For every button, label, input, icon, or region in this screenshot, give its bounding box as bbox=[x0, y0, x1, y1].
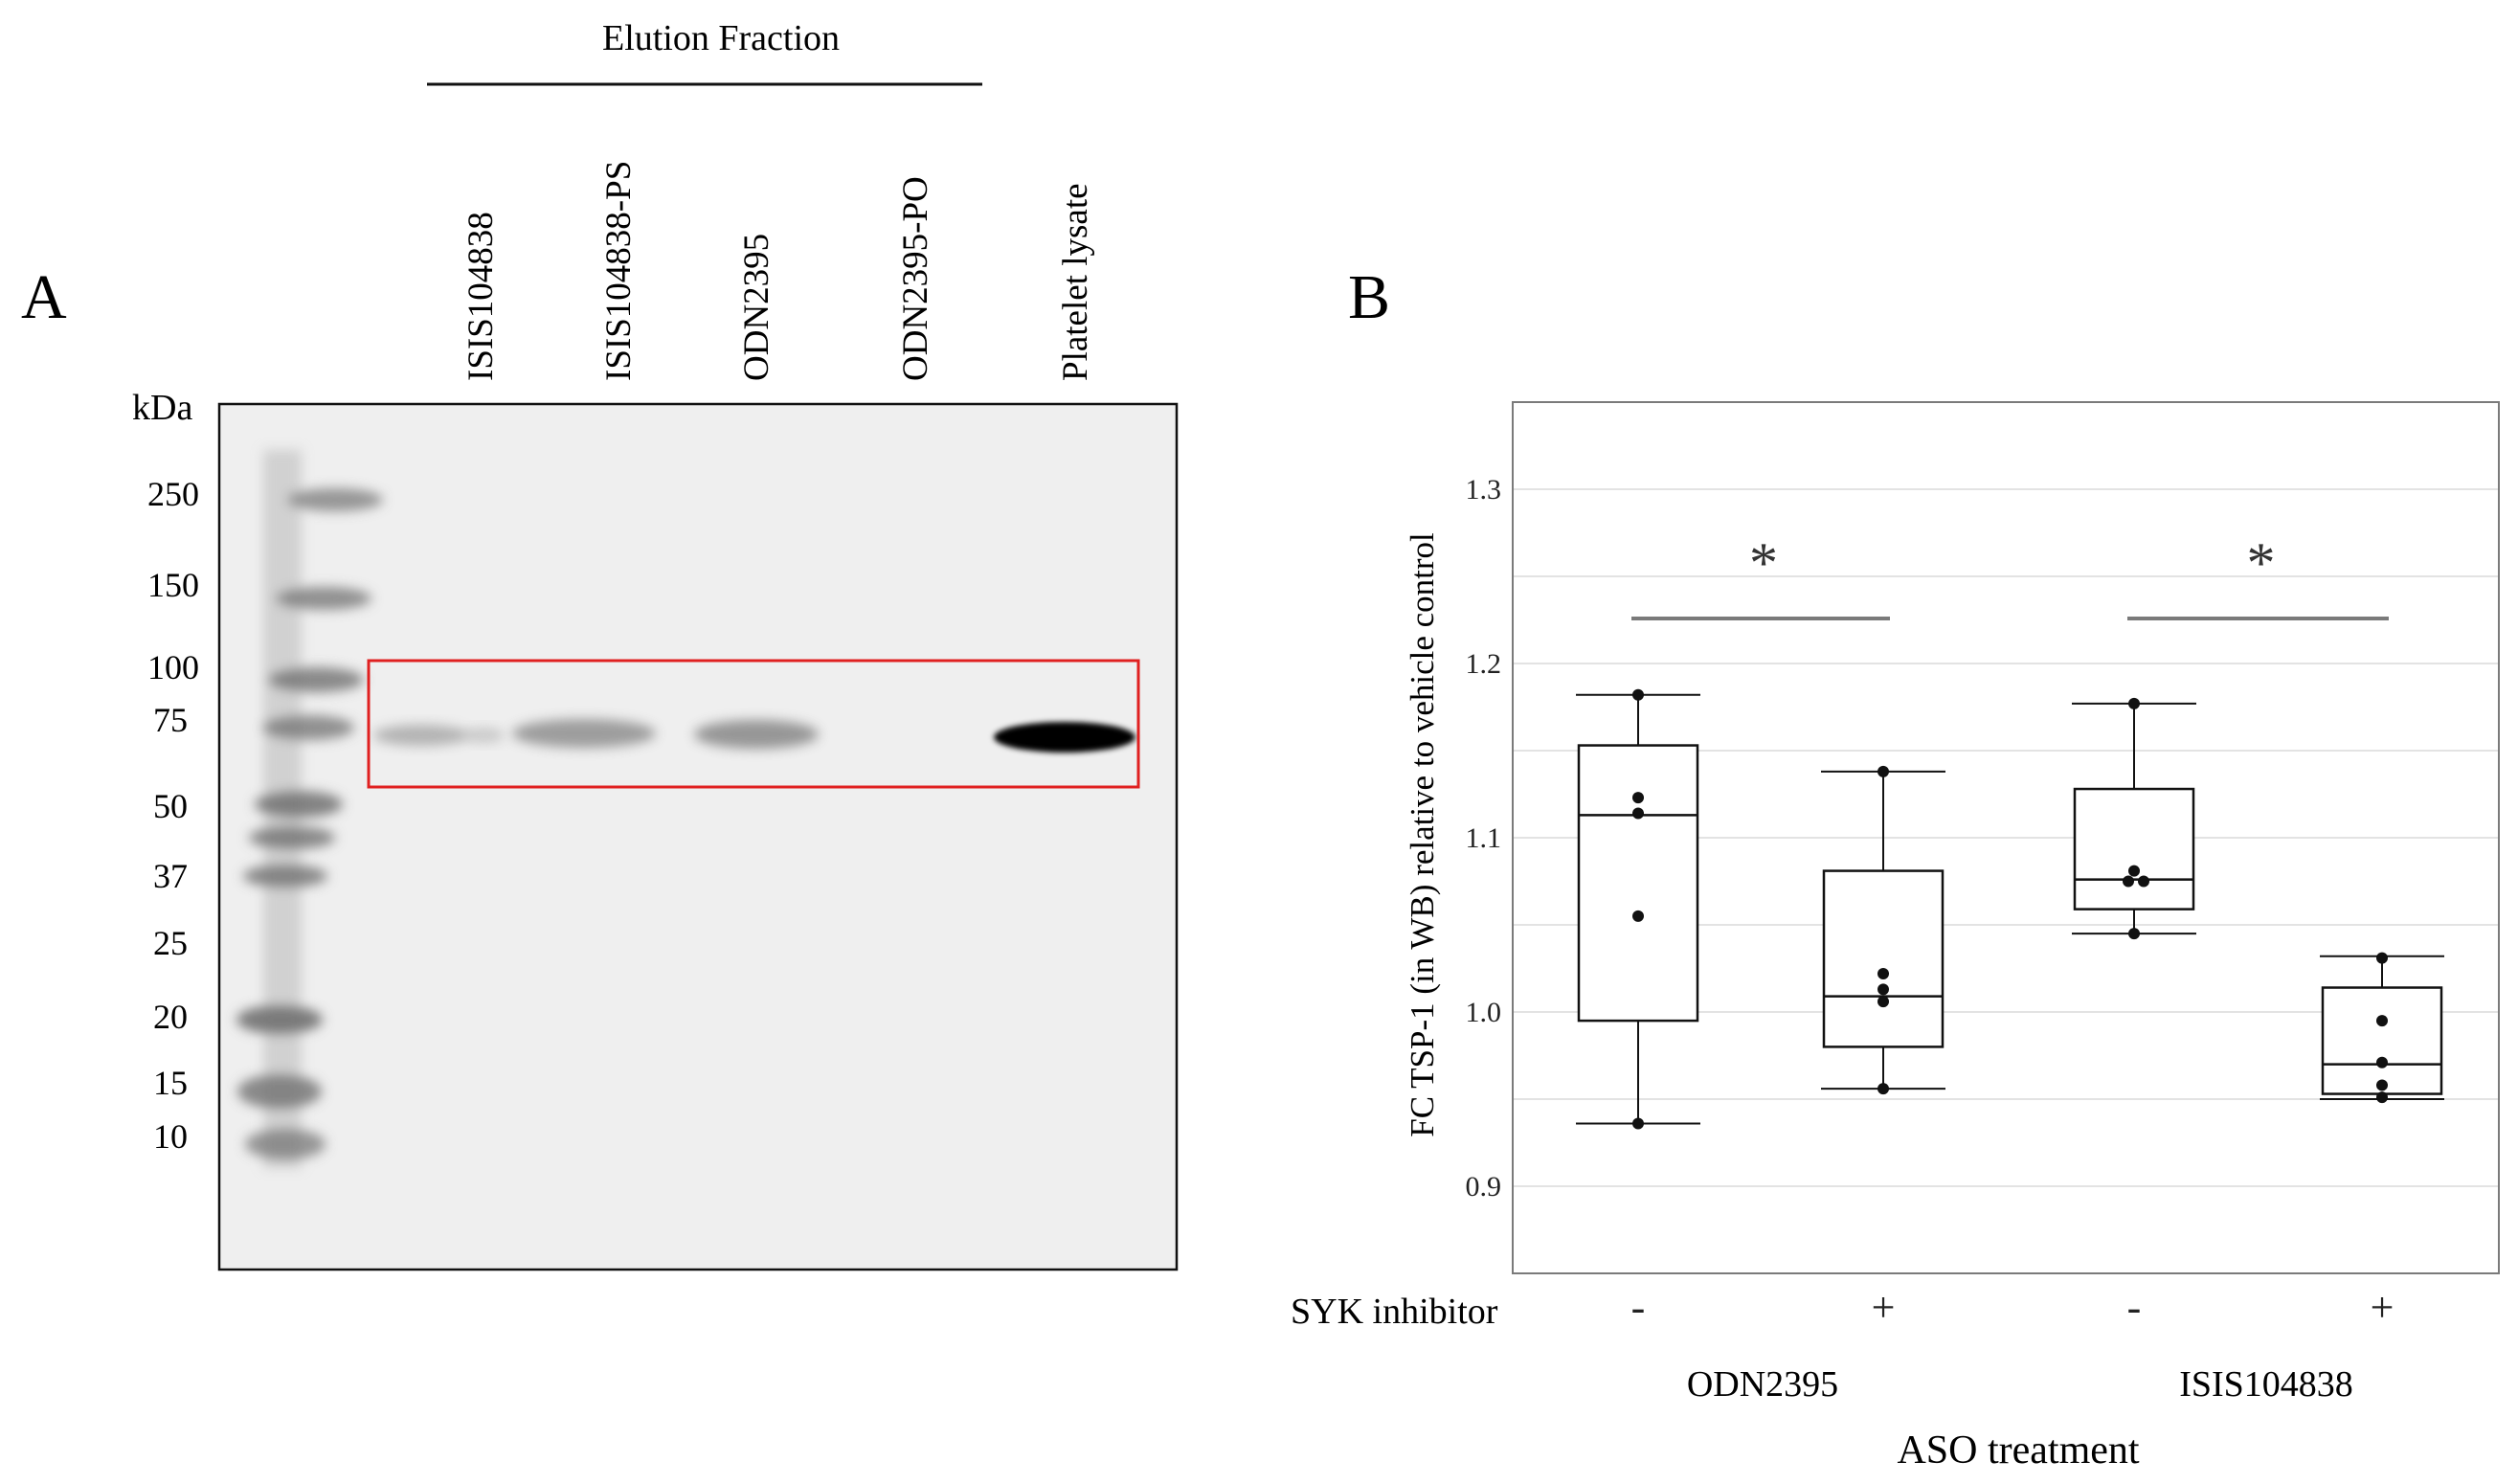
syk-inhibitor-label: SYK inhibitor bbox=[1291, 1292, 1498, 1332]
group-label: ODN2395 bbox=[1687, 1364, 1838, 1405]
box-4 bbox=[2320, 952, 2444, 1104]
marker-label: 15 bbox=[153, 1064, 188, 1102]
y-tick-label: 1.2 bbox=[1466, 648, 1502, 680]
data-point bbox=[1632, 1117, 1644, 1130]
plot-frame bbox=[1512, 401, 2500, 1274]
marker-label: 37 bbox=[153, 857, 188, 895]
data-point bbox=[1632, 688, 1644, 701]
band-isis104838-ps bbox=[512, 719, 656, 748]
box-iqr bbox=[2321, 986, 2443, 1095]
elution-fraction-header: Elution Fraction bbox=[602, 18, 840, 58]
significance-mark: * bbox=[1749, 531, 1778, 595]
group-label: ISIS104838 bbox=[2179, 1364, 2353, 1405]
band-isis104838-faint bbox=[462, 728, 505, 743]
ladder-marker-labels: 250 150 100 75 50 37 25 20 15 10 bbox=[147, 475, 199, 1156]
y-tick-labels: 0.9 1.0 1.1 1.2 1.3 bbox=[1466, 474, 1502, 1203]
marker-label: 25 bbox=[153, 924, 188, 962]
box-plot: 0.91.01.11.21.3 * * bbox=[1466, 401, 2500, 1274]
data-point bbox=[2128, 865, 2140, 877]
western-blot bbox=[217, 402, 1179, 1271]
marker-label: 100 bbox=[147, 648, 199, 686]
kda-unit-label: kDa bbox=[132, 388, 192, 428]
syk-sign: + bbox=[1872, 1284, 1896, 1331]
significance-mark: * bbox=[2247, 531, 2276, 595]
protein-ladder bbox=[236, 450, 383, 1168]
data-point bbox=[1877, 1083, 1889, 1095]
panel-a: A Elution Fraction ISIS104838 ISIS104838… bbox=[21, 18, 1179, 1271]
y-tick-label: 1.1 bbox=[1466, 822, 1502, 854]
band-isis104838 bbox=[373, 725, 469, 746]
band-odn2395 bbox=[694, 720, 819, 749]
panel-b: B 0.91.01.11.21.3 * * FC TSP-1 (in WB) re… bbox=[1291, 262, 2500, 1473]
y-tick-label: 0.9 bbox=[1466, 1171, 1502, 1203]
marker-label: 50 bbox=[153, 787, 188, 825]
marker-label: 250 bbox=[147, 475, 199, 513]
y-axis-label: FC TSP-1 (in WB) relative to vehicle con… bbox=[1404, 532, 1441, 1137]
marker-label: 10 bbox=[153, 1117, 188, 1156]
lane-label: ODN2395 bbox=[737, 234, 776, 381]
data-point bbox=[2376, 1015, 2388, 1027]
box-1 bbox=[1576, 688, 1700, 1130]
box-iqr bbox=[1822, 869, 1945, 1048]
lane-label: ODN2395-PO bbox=[896, 176, 935, 381]
syk-sign: - bbox=[1631, 1284, 1646, 1331]
syk-sign: + bbox=[2371, 1284, 2394, 1331]
panel-b-label: B bbox=[1348, 262, 1390, 332]
significance-bars: * * bbox=[1631, 531, 2389, 620]
data-point bbox=[1632, 792, 1644, 804]
data-point bbox=[1877, 967, 1889, 979]
lane-label: ISIS104838-PS bbox=[599, 161, 639, 381]
data-point bbox=[1877, 983, 1889, 996]
data-point bbox=[2138, 875, 2149, 888]
data-point bbox=[2128, 928, 2140, 940]
lane-label: Platelet lysate bbox=[1056, 183, 1095, 381]
y-tick-label: 1.3 bbox=[1466, 474, 1502, 506]
data-point bbox=[1877, 765, 1889, 777]
marker-label: 20 bbox=[153, 998, 188, 1036]
band-platelet-lysate bbox=[994, 722, 1135, 753]
boxes bbox=[1576, 688, 2444, 1130]
syk-sign: - bbox=[2127, 1284, 2142, 1331]
data-point bbox=[2376, 952, 2388, 964]
sample-bands bbox=[373, 719, 1135, 753]
y-tick-label: 1.0 bbox=[1466, 997, 1502, 1028]
data-point bbox=[1632, 910, 1644, 922]
data-point bbox=[2123, 875, 2134, 888]
lane-labels: ISIS104838 ISIS104838-PS ODN2395 ODN2395… bbox=[461, 161, 1095, 381]
syk-signs: - + - + bbox=[1631, 1284, 2394, 1331]
box-iqr bbox=[2073, 787, 2195, 911]
data-point bbox=[2376, 1079, 2388, 1091]
box-2 bbox=[1821, 765, 1945, 1095]
box-3 bbox=[2072, 697, 2196, 940]
data-point bbox=[1632, 807, 1644, 820]
panel-a-label: A bbox=[21, 262, 67, 332]
highlight-box bbox=[367, 659, 1140, 789]
x-axis-label: ASO treatment bbox=[1897, 1428, 2139, 1473]
data-point bbox=[1877, 996, 1889, 1008]
data-point bbox=[2376, 1091, 2388, 1104]
marker-label: 75 bbox=[153, 701, 188, 739]
marker-label: 150 bbox=[147, 566, 199, 604]
box-iqr bbox=[1577, 744, 1699, 1023]
data-point bbox=[2128, 697, 2140, 709]
lane-label: ISIS104838 bbox=[461, 212, 501, 381]
data-point bbox=[2376, 1056, 2388, 1068]
